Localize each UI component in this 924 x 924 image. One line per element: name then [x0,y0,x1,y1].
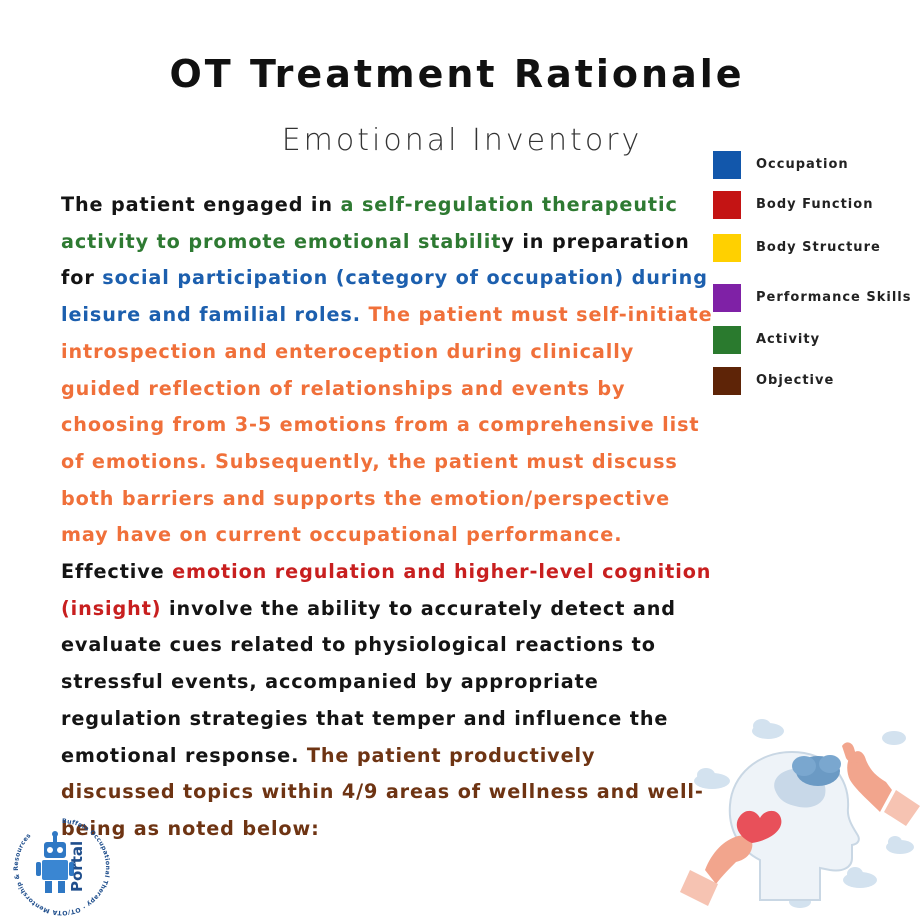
text-segment-body-function: emotion regulation and higher-level cogn… [61,560,712,620]
legend-swatch-performance-skills [713,284,741,312]
rationale-paragraph: The patient engaged in a self-regulation… [61,187,713,848]
legend-label-performance-skills: Performance Skills [756,290,912,305]
text-segment-effective: Effective [61,560,173,584]
legend-label-occupation: Occupation [756,157,849,172]
text-segment-preparation: y in preparation for [61,229,690,290]
hand-icon [842,742,920,826]
text-segment-performance-skills: The patient must self-initiate introspec… [61,303,713,547]
text-space [361,303,369,326]
legend-swatch-activity [713,326,741,354]
legend-swatch-occupation [713,151,741,179]
legend-label-body-function: Body Function [756,197,874,212]
heart-icon [736,810,782,843]
legend-label-objective: Objective [756,373,835,388]
legend-swatch-objective [713,367,741,395]
cloud-icon [694,719,914,908]
page-title: OT Treatment Rationale [169,52,745,96]
legend-label-body-structure: Body Structure [756,240,881,255]
text-segment-explanation: involve the ability to accurately detect… [61,596,676,767]
legend-swatch-body-function [713,191,741,219]
text-segment-activity: a self-regulation therapeutic activity t… [61,193,678,253]
text-segment-intro: The patient engaged in [61,193,341,216]
text-space [299,744,307,767]
text-segment-objective: The patient productively discussed topic… [61,743,704,840]
legend-swatch-body-structure [713,234,741,262]
brain-icon [792,755,841,786]
head-icon [728,750,860,901]
legend-label-activity: Activity [756,332,821,347]
page-subtitle: Emotional Inventory [281,123,643,158]
text-segment-occupation: social participation (category of occupa… [61,266,708,327]
logo-text: Portal [68,841,86,892]
